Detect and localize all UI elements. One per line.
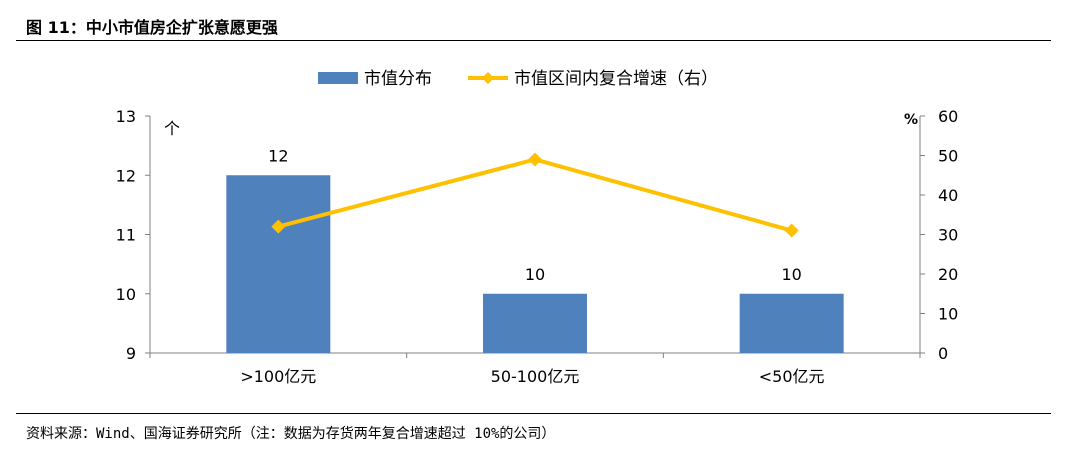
y-right-tick-label: 40	[938, 186, 958, 205]
y-left-tick-label: 9	[126, 344, 136, 363]
y-right-tick-label: 50	[938, 147, 958, 166]
y-left-tick-label: 10	[116, 285, 136, 304]
y-right-tick-label: 60	[938, 107, 958, 126]
x-tick-label: >100亿元	[240, 367, 316, 386]
legend-swatch-marker	[482, 72, 494, 84]
y-left-tick-label: 11	[116, 226, 136, 245]
growth-point	[784, 223, 799, 238]
legend-swatch-bar	[318, 72, 358, 84]
source-note: 资料来源：Wind、国海证券研究所（注：数据为存货两年复合增速超过 10%的公司…	[26, 426, 556, 442]
bar	[739, 293, 844, 353]
source-rule	[16, 413, 1051, 414]
y-left-tick-label: 13	[116, 107, 136, 126]
growth-line	[277, 157, 793, 233]
y-left-unit-label: 个	[164, 119, 180, 138]
legend-label-line: 市值区间内复合增速（右）	[514, 69, 718, 89]
x-tick-label: <50亿元	[759, 367, 825, 386]
bar	[226, 175, 331, 353]
growth-point	[528, 152, 542, 167]
bar-data-label: 10	[525, 265, 545, 284]
bar	[483, 293, 587, 353]
bar-data-label: 12	[268, 146, 288, 165]
y-right-tick-label: 20	[938, 265, 958, 284]
y-right-tick-label: 30	[938, 226, 958, 245]
x-tick-label: 50-100亿元	[491, 367, 580, 386]
figure-title: 图 11：中小市值房企扩张意愿更强	[26, 18, 278, 37]
title-rule	[16, 40, 1051, 41]
growth-point	[271, 219, 286, 234]
y-right-tick-label: 0	[938, 344, 948, 363]
y-left-tick-label: 12	[116, 166, 136, 185]
bar-data-label: 10	[781, 265, 801, 284]
legend-label-bar: 市值分布	[364, 69, 432, 89]
y-right-unit-label: %	[904, 112, 918, 128]
y-right-tick-label: 10	[938, 305, 958, 324]
